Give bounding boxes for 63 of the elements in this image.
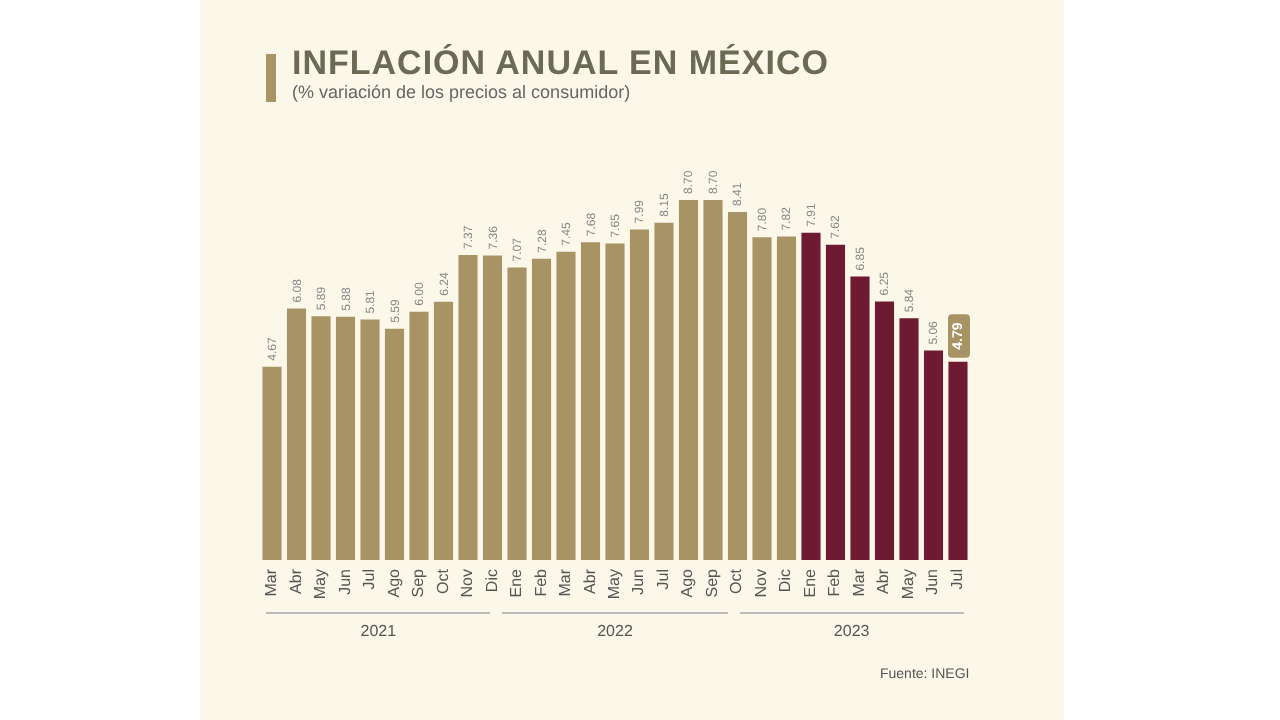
bar	[409, 311, 429, 560]
bar	[507, 267, 527, 560]
x-tick-label: May	[311, 569, 329, 600]
bar	[556, 251, 576, 560]
x-tick-label: Jun	[629, 569, 648, 595]
bar	[874, 301, 895, 560]
x-tick-label: Feb	[825, 567, 844, 597]
x-tick-label: May	[605, 569, 623, 600]
x-tick-label: Mar	[850, 568, 868, 597]
text: 2022	[502, 612, 728, 640]
x-tick-label: Abr	[580, 568, 599, 594]
bar	[727, 212, 748, 560]
x-tick-label: Ago	[678, 567, 697, 598]
bar	[825, 244, 846, 560]
bar	[531, 258, 552, 560]
chart-title: INFLACIÓN ANUAL EN MÉXICO	[292, 44, 829, 84]
x-tick-label: Mar	[556, 568, 574, 597]
bar	[801, 232, 821, 560]
x-tick-label: Abr	[874, 568, 893, 594]
x-tick-label: Dic	[776, 569, 795, 593]
x-tick-label: Jul	[360, 568, 378, 590]
x-tick-label: Sep	[703, 567, 721, 598]
text: 2021	[266, 612, 491, 640]
bar	[605, 243, 625, 560]
bar	[262, 366, 282, 560]
x-tick-label: Dic	[482, 569, 501, 593]
bar	[850, 276, 870, 560]
x-tick-label: Mar	[262, 568, 280, 597]
x-tick-label: Sep	[409, 567, 427, 598]
bar	[286, 308, 307, 560]
x-tick-label: Jun	[335, 569, 354, 595]
x-tick-label: Jul	[948, 568, 966, 590]
bar	[335, 316, 356, 560]
bar	[752, 237, 772, 560]
x-tick-label: Ene	[507, 567, 525, 598]
x-tick-label: Jun	[923, 569, 942, 595]
x-tick-label: Ene	[801, 567, 819, 598]
x-tick-label: Jul	[654, 568, 672, 590]
bar	[899, 318, 919, 560]
x-tick-label: Abr	[286, 568, 305, 594]
bar	[433, 301, 454, 560]
bar	[776, 236, 797, 560]
bar	[311, 316, 331, 560]
bar	[629, 229, 650, 560]
x-tick-label: Oct	[433, 567, 452, 594]
bar	[678, 200, 699, 560]
bar	[703, 200, 723, 560]
x-tick-label: Oct	[727, 567, 746, 594]
x-tick-label: Nov	[458, 569, 476, 598]
x-tick-label: May	[899, 569, 917, 600]
x-tick-label: Ago	[384, 567, 403, 598]
x-tick-label: Feb	[531, 567, 550, 597]
bar	[948, 361, 968, 560]
bar	[654, 222, 674, 560]
bar	[458, 255, 478, 560]
chart-subtitle: (% variación de los precios al consumidor)	[292, 82, 631, 102]
bar	[482, 255, 503, 560]
bar	[384, 328, 405, 560]
text: 2023	[739, 612, 964, 640]
x-tick-label: Nov	[752, 569, 770, 598]
bar	[923, 350, 944, 560]
bar	[360, 319, 380, 560]
bar	[580, 242, 601, 560]
